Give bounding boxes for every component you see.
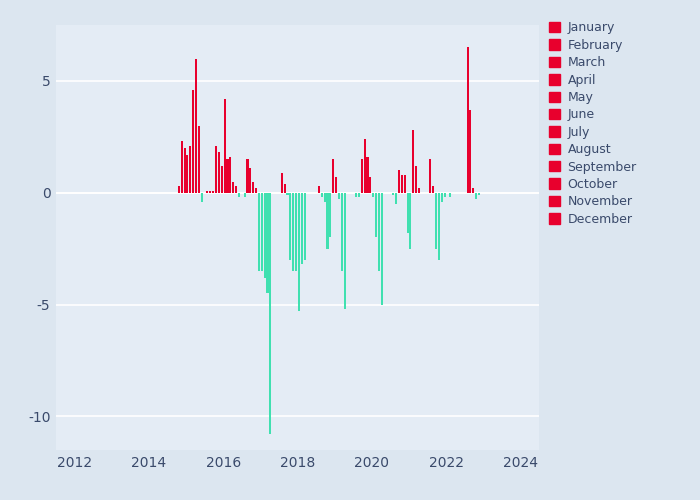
Legend: January, February, March, April, May, June, July, August, September, October, No: January, February, March, April, May, Ju…: [544, 16, 642, 231]
Bar: [370, 177, 372, 193]
Bar: [186, 154, 188, 193]
Bar: [429, 159, 431, 193]
Bar: [258, 193, 260, 271]
Bar: [441, 193, 443, 202]
Bar: [360, 159, 363, 193]
Bar: [321, 193, 323, 197]
Bar: [189, 146, 191, 193]
Bar: [281, 172, 283, 193]
Bar: [401, 175, 402, 193]
Bar: [473, 188, 475, 193]
Bar: [412, 130, 414, 193]
Bar: [375, 193, 377, 238]
Bar: [355, 193, 357, 197]
Bar: [230, 157, 232, 193]
Bar: [201, 193, 203, 202]
Bar: [478, 193, 480, 195]
Bar: [367, 157, 368, 193]
Bar: [215, 146, 217, 193]
Bar: [395, 193, 397, 204]
Bar: [255, 188, 257, 193]
Bar: [363, 139, 365, 193]
Bar: [329, 193, 331, 238]
Bar: [209, 190, 211, 193]
Bar: [435, 193, 437, 248]
Bar: [195, 58, 197, 193]
Bar: [381, 193, 383, 304]
Bar: [323, 193, 326, 202]
Bar: [475, 193, 477, 200]
Bar: [432, 186, 434, 193]
Bar: [286, 193, 288, 195]
Bar: [218, 152, 220, 193]
Bar: [183, 148, 186, 193]
Bar: [404, 175, 406, 193]
Bar: [292, 193, 294, 271]
Bar: [438, 193, 440, 260]
Bar: [335, 177, 337, 193]
Bar: [301, 193, 303, 264]
Bar: [244, 193, 246, 197]
Bar: [295, 193, 297, 271]
Bar: [193, 90, 194, 193]
Bar: [358, 193, 360, 197]
Bar: [289, 193, 291, 260]
Bar: [418, 188, 420, 193]
Bar: [264, 193, 266, 278]
Bar: [407, 193, 409, 233]
Bar: [298, 193, 300, 312]
Bar: [223, 99, 225, 193]
Bar: [235, 186, 237, 193]
Bar: [466, 48, 468, 193]
Bar: [326, 193, 328, 248]
Bar: [270, 193, 272, 434]
Bar: [449, 193, 452, 197]
Bar: [410, 193, 412, 248]
Bar: [344, 193, 346, 309]
Bar: [415, 166, 417, 193]
Bar: [378, 193, 380, 271]
Bar: [341, 193, 343, 271]
Bar: [206, 190, 209, 193]
Bar: [238, 193, 240, 197]
Bar: [252, 182, 254, 193]
Bar: [198, 126, 200, 193]
Bar: [398, 170, 400, 193]
Bar: [304, 193, 306, 260]
Bar: [212, 190, 214, 193]
Bar: [392, 193, 394, 195]
Bar: [338, 193, 340, 200]
Bar: [232, 182, 234, 193]
Bar: [220, 166, 223, 193]
Bar: [444, 193, 446, 197]
Bar: [470, 110, 471, 193]
Bar: [181, 142, 183, 193]
Bar: [261, 193, 262, 271]
Bar: [246, 159, 248, 193]
Bar: [227, 159, 228, 193]
Bar: [284, 184, 286, 193]
Bar: [249, 168, 251, 193]
Bar: [178, 186, 180, 193]
Bar: [318, 186, 320, 193]
Bar: [332, 159, 334, 193]
Bar: [372, 193, 375, 197]
Bar: [267, 193, 269, 294]
